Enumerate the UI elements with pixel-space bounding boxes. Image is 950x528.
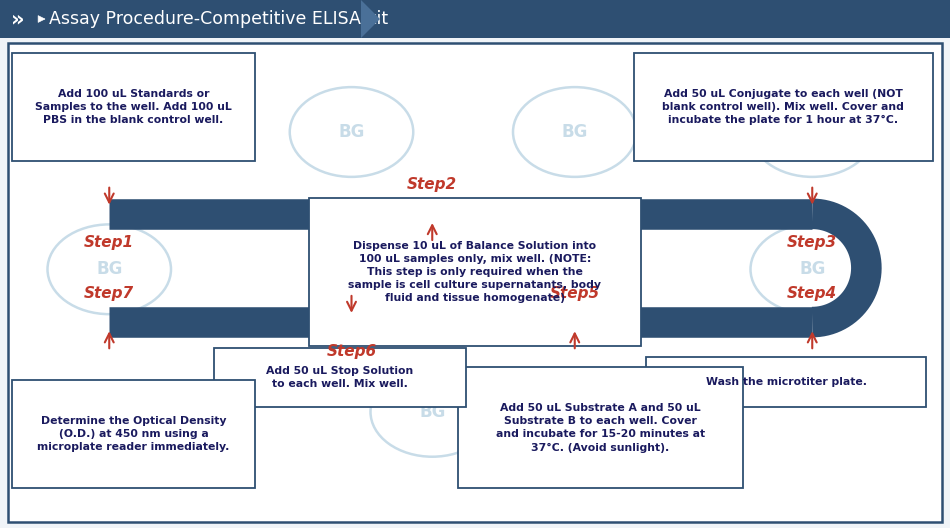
FancyBboxPatch shape: [12, 53, 255, 161]
FancyBboxPatch shape: [634, 53, 933, 161]
FancyBboxPatch shape: [0, 0, 950, 38]
Text: Assay Procedure-Competitive ELISA kit: Assay Procedure-Competitive ELISA kit: [49, 10, 389, 28]
Text: Step6: Step6: [327, 344, 376, 359]
Text: Add 50 uL Stop Solution
to each well. Mix well.: Add 50 uL Stop Solution to each well. Mi…: [266, 366, 413, 389]
Text: Step3: Step3: [788, 235, 837, 250]
Text: BG: BG: [419, 403, 446, 421]
Text: Wash the microtiter plate.: Wash the microtiter plate.: [706, 377, 866, 387]
Text: Step4: Step4: [788, 286, 837, 300]
Text: Step7: Step7: [85, 286, 134, 300]
Text: Add 50 uL Conjugate to each well (NOT
blank control well). Mix well. Cover and
i: Add 50 uL Conjugate to each well (NOT bl…: [662, 89, 904, 125]
Text: Add 100 uL Standards or
Samples to the well. Add 100 uL
PBS in the blank control: Add 100 uL Standards or Samples to the w…: [35, 89, 232, 125]
Text: Step2: Step2: [408, 177, 457, 192]
FancyBboxPatch shape: [8, 43, 942, 522]
Text: Step5: Step5: [550, 286, 599, 300]
Text: BG: BG: [561, 123, 588, 141]
Text: Step1: Step1: [85, 235, 134, 250]
FancyBboxPatch shape: [646, 357, 926, 407]
Text: BG: BG: [96, 260, 123, 278]
FancyBboxPatch shape: [309, 198, 641, 346]
FancyBboxPatch shape: [12, 380, 255, 488]
Polygon shape: [361, 0, 380, 38]
Text: BG: BG: [799, 260, 826, 278]
FancyBboxPatch shape: [214, 348, 466, 407]
Text: Determine the Optical Density
(O.D.) at 450 nm using a
microplate reader immedia: Determine the Optical Density (O.D.) at …: [37, 416, 230, 452]
Text: BG: BG: [338, 123, 365, 141]
Text: BG: BG: [799, 123, 826, 141]
Text: »: »: [11, 9, 25, 29]
Text: Dispense 10 uL of Balance Solution into
100 uL samples only, mix well. (NOTE:
Th: Dispense 10 uL of Balance Solution into …: [349, 241, 601, 303]
Text: Add 50 uL Substrate A and 50 uL
Substrate B to each well. Cover
and incubate for: Add 50 uL Substrate A and 50 uL Substrat…: [496, 403, 705, 452]
FancyBboxPatch shape: [458, 367, 743, 488]
